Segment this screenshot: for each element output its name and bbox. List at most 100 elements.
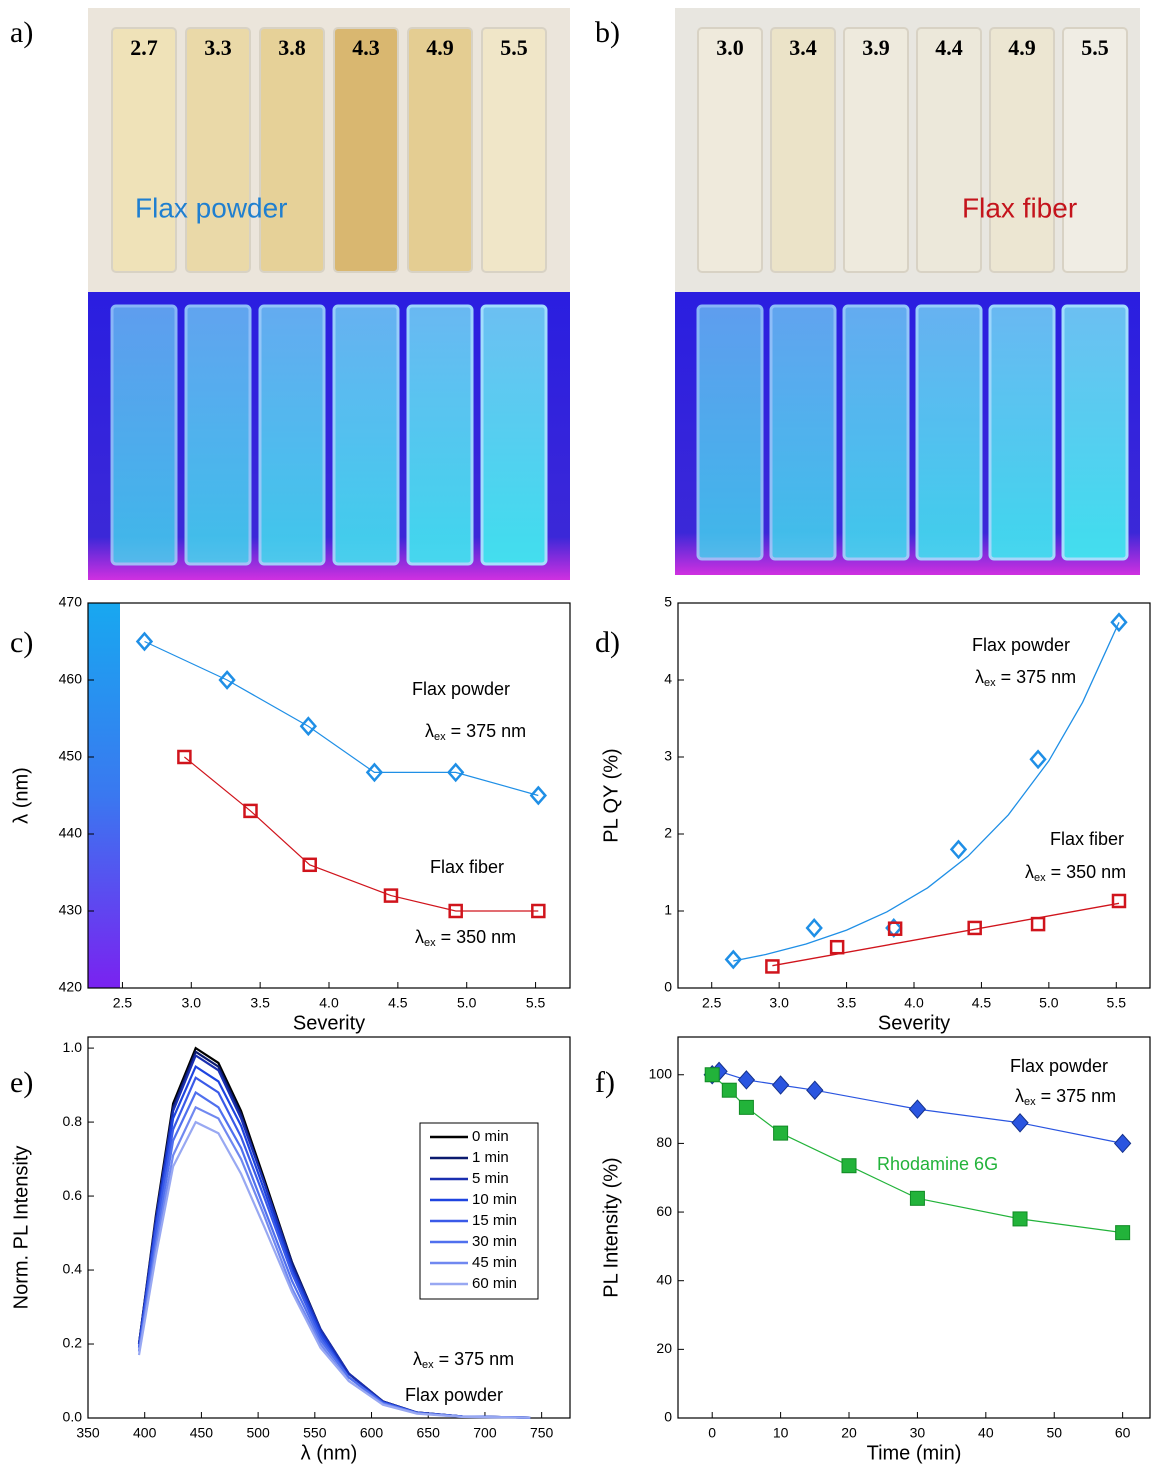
x-tick-label: 3.5 (250, 995, 270, 1011)
cuvette-uv (696, 304, 764, 561)
x-tick-label: 30 (910, 1425, 926, 1441)
y-tick-label: 5 (664, 594, 672, 610)
data-point (531, 903, 546, 919)
data-point (302, 857, 317, 873)
cuvette-uv (406, 304, 474, 566)
cuvette-severity: 2.7 (130, 35, 158, 60)
annotation-tail: = 350 nm (436, 927, 517, 947)
data-point (529, 785, 547, 806)
cuvette-severity: 4.9 (1008, 35, 1036, 60)
cuvette-severity: 5.5 (500, 35, 528, 60)
y-tick-label: 420 (59, 979, 83, 995)
y-tick-label: 100 (649, 1065, 673, 1081)
series-label: Flax powder (1010, 1056, 1108, 1076)
series-label: Flax fiber (430, 857, 504, 877)
x-tick-label: 5.5 (526, 995, 546, 1011)
annotation-subscript: ex (422, 1359, 434, 1371)
cuvette-daylight (111, 27, 177, 273)
panel-label: d) (595, 626, 620, 659)
cuvette-uv (332, 304, 400, 566)
x-tick-label: 4.0 (904, 995, 924, 1011)
data-point (1111, 893, 1127, 909)
x-tick-label: 0 (708, 1425, 716, 1441)
x-tick-label: 450 (190, 1425, 214, 1441)
cuvette-daylight (259, 27, 325, 273)
series-label: Flax powder (972, 635, 1070, 655)
x-tick-label: 350 (76, 1425, 100, 1441)
annotation-subscript: ex (434, 731, 446, 743)
x-tick-label: 40 (978, 1425, 994, 1441)
annotation: λex = 375 nm (1015, 1086, 1116, 1108)
legend-box (419, 1122, 539, 1300)
cuvette-severity: 4.9 (426, 35, 454, 60)
x-tick-label: 4.0 (319, 995, 339, 1011)
x-axis-label: Severity (293, 1012, 365, 1034)
y-tick-label: 0.6 (63, 1187, 83, 1203)
annotation-text: λ (425, 721, 434, 741)
annotation-text: λ (1025, 862, 1034, 882)
data-point (1110, 612, 1128, 633)
legend-label: 5 min (472, 1170, 509, 1187)
annotation-text: λ (415, 927, 424, 947)
x-tick-label: 400 (133, 1425, 157, 1441)
chart: 0 10 20 30 40 50 60 0 20 40 60 80 100 Time (min) PL In… (595, 1036, 1151, 1464)
photo-caption: Flax fiber (962, 192, 1077, 223)
data-point (771, 1075, 790, 1095)
x-tick-label: 3.0 (769, 995, 789, 1011)
annotation: λex = 350 nm (1025, 862, 1126, 884)
y-tick-label: 3 (664, 748, 672, 764)
x-tick-label: 3.0 (182, 995, 202, 1011)
x-tick-label: 10 (773, 1425, 789, 1441)
y-tick-label: 20 (656, 1340, 672, 1356)
panel-label: e) (10, 1066, 33, 1099)
cuvette-severity: 5.5 (1081, 35, 1109, 60)
y-tick-label: 40 (656, 1271, 672, 1287)
panel-label: c) (10, 626, 33, 659)
legend-label: 30 min (472, 1233, 517, 1250)
data-point (447, 762, 465, 783)
y-tick-label: 440 (59, 825, 83, 841)
data-point (738, 1099, 754, 1115)
data-point (721, 1082, 737, 1098)
data-point (724, 949, 742, 970)
panel-label: a) (10, 16, 33, 49)
cuvette-daylight (1062, 27, 1128, 273)
cuvette-daylight (770, 27, 836, 273)
annotation-tail: = 375 nm (434, 1349, 515, 1369)
y-tick-label: 4 (664, 671, 672, 687)
y-tick-label: 0.2 (63, 1335, 83, 1351)
y-tick-label: 430 (59, 902, 83, 918)
x-tick-label: 2.5 (702, 995, 722, 1011)
annotation: λex = 350 nm (415, 927, 516, 949)
y-tick-label: 0.0 (63, 1409, 83, 1425)
x-tick-label: 550 (303, 1425, 327, 1441)
x-tick-label: 5.5 (1107, 995, 1127, 1011)
data-point (949, 839, 968, 860)
spectrum (137, 1120, 531, 1419)
cuvette-daylight (989, 27, 1055, 273)
data-point (737, 1070, 756, 1090)
data-point (243, 803, 258, 819)
cuvette-daylight (185, 27, 251, 273)
series-label: Flax powder (412, 679, 510, 699)
panel-label: b) (595, 16, 620, 49)
annotation: λex = 375 nm (425, 721, 526, 743)
photo: 2.7 3.3 3.8 4.3 4.9 5.5 Flax powder a) (10, 8, 570, 580)
annotation-tail: = 375 nm (996, 667, 1077, 687)
y-tick-label: 1.0 (63, 1039, 83, 1055)
data-point (805, 918, 823, 938)
wavelength-colorbar (88, 603, 120, 988)
annotation-tail: = 375 nm (1036, 1086, 1117, 1106)
data-point (299, 716, 318, 737)
data-point (704, 1067, 720, 1083)
chart: 2.5 3.0 3.5 4.0 4.5 5.0 5.5 0 1 2 3 4 5 Severity PL QY… (595, 594, 1151, 1034)
data-point (841, 1158, 857, 1174)
data-point (887, 921, 903, 936)
cuvette-severity: 3.8 (278, 35, 306, 60)
x-tick-label: 650 (417, 1425, 441, 1441)
data-point (773, 1125, 789, 1141)
x-tick-label: 500 (246, 1425, 270, 1441)
annotation-subscript: ex (1024, 1096, 1036, 1108)
